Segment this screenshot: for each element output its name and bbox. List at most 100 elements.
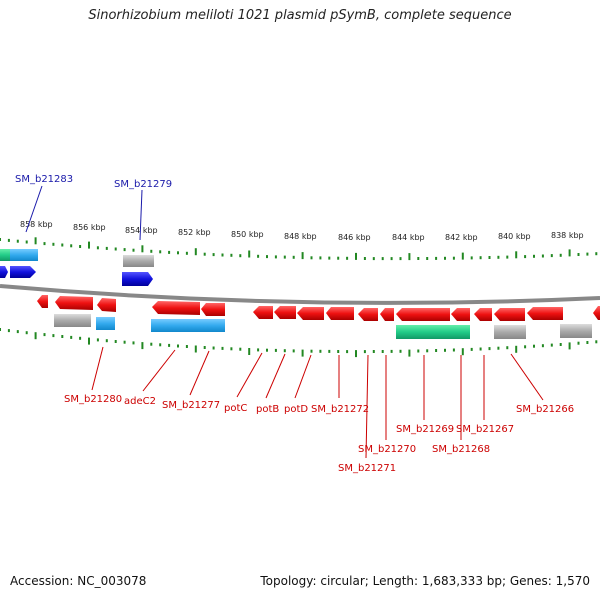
major-tick (515, 345, 518, 353)
minor-tick (274, 348, 277, 352)
gene-feature[interactable] (593, 306, 600, 320)
minor-tick (426, 349, 429, 353)
gene-feature[interactable] (451, 308, 470, 321)
gene-label-top[interactable]: SM_b21283 (15, 174, 73, 185)
gene-label[interactable]: potD (284, 404, 308, 415)
gene-label[interactable]: potB (256, 404, 279, 415)
minor-tick (452, 348, 455, 352)
gene-label[interactable]: SM_b21270 (358, 444, 416, 455)
gene-feature[interactable] (326, 307, 354, 320)
minor-tick (274, 255, 277, 259)
gene-feature-top[interactable] (122, 272, 153, 286)
gene-label[interactable]: adeC2 (124, 396, 156, 407)
minor-tick (114, 340, 117, 343)
gene-feature[interactable] (37, 295, 48, 308)
cds-feature[interactable] (96, 317, 115, 330)
minor-tick (292, 349, 295, 353)
misc-feature[interactable] (560, 324, 592, 338)
gene-label[interactable]: SM_b21266 (516, 404, 574, 415)
gene-label[interactable]: SM_b21277 (162, 400, 220, 411)
gene-feature[interactable] (152, 301, 200, 315)
misc-feature[interactable] (54, 314, 91, 327)
minor-tick (239, 347, 242, 351)
genome-backbone (0, 284, 600, 305)
minor-tick (479, 256, 482, 260)
misc-feature[interactable] (123, 255, 154, 267)
ruler-label: 856 kbp (73, 223, 106, 232)
minor-tick (541, 344, 544, 348)
minor-tick (337, 256, 340, 260)
minor-tick (203, 346, 206, 349)
minor-tick (444, 348, 446, 352)
ruler-label: 854 kbp (125, 226, 158, 235)
minor-tick (328, 349, 331, 353)
gene-feature[interactable] (380, 308, 394, 321)
major-tick (88, 241, 90, 249)
minor-tick (16, 330, 19, 334)
gene-feature[interactable] (358, 308, 378, 321)
minor-tick (346, 350, 349, 354)
gene-feature-top[interactable] (0, 266, 8, 278)
gene-feature[interactable] (55, 296, 93, 310)
gene-feature[interactable] (494, 308, 525, 321)
minor-tick (399, 257, 402, 261)
gene-feature[interactable] (396, 308, 450, 321)
gene-label[interactable]: SM_b21272 (311, 404, 369, 415)
minor-tick (319, 256, 322, 260)
minor-tick (337, 350, 340, 353)
leader-line (236, 352, 263, 398)
gene-label[interactable]: SM_b21271 (338, 463, 396, 474)
leader-line (139, 189, 143, 241)
minor-tick (185, 251, 188, 255)
leader-line (510, 353, 544, 401)
minor-tick (168, 343, 171, 347)
gene-feature[interactable] (274, 306, 296, 319)
minor-tick (586, 341, 589, 344)
minor-tick (230, 347, 233, 351)
gene-label[interactable]: SM_b21267 (456, 424, 514, 435)
minor-tick (533, 344, 535, 348)
minor-tick (0, 238, 1, 241)
minor-tick (25, 331, 28, 335)
rna-feature[interactable] (396, 325, 470, 339)
minor-tick (506, 255, 509, 259)
gene-label[interactable]: potC (224, 403, 247, 414)
gene-feature[interactable] (201, 303, 225, 316)
minor-tick (399, 349, 402, 353)
gene-feature-top[interactable] (10, 266, 36, 278)
minor-tick (524, 345, 527, 349)
gene-feature[interactable] (474, 308, 492, 321)
major-tick (248, 250, 251, 258)
gene-label[interactable]: SM_b21280 (64, 394, 122, 405)
minor-tick (310, 349, 313, 353)
cds-feature[interactable] (151, 319, 225, 332)
gene-feature[interactable] (97, 298, 116, 312)
major-tick (194, 248, 197, 256)
minor-tick (221, 253, 224, 257)
major-tick (355, 252, 357, 260)
major-tick (568, 249, 571, 257)
gene-feature[interactable] (253, 306, 273, 319)
gene-label[interactable]: SM_b21269 (396, 424, 454, 435)
gene-label-top[interactable]: SM_b21279 (114, 179, 172, 190)
minor-tick (0, 328, 1, 331)
gene-feature[interactable] (297, 307, 324, 320)
minor-tick (533, 254, 535, 258)
minor-tick (292, 255, 295, 259)
gene-feature[interactable] (527, 307, 563, 320)
minor-tick (114, 247, 117, 251)
gene-label[interactable]: SM_b21268 (432, 444, 490, 455)
major-tick (141, 245, 144, 253)
minor-tick (559, 343, 562, 346)
misc-feature[interactable] (494, 325, 526, 339)
major-tick (301, 252, 304, 260)
minor-tick (550, 254, 553, 258)
minor-tick (96, 338, 99, 342)
minor-tick (390, 257, 393, 261)
minor-tick (417, 257, 420, 260)
major-tick (34, 237, 37, 245)
rna-feature[interactable] (0, 249, 10, 261)
major-tick (461, 348, 464, 356)
minor-tick (328, 256, 331, 260)
ruler-label: 846 kbp (338, 233, 371, 242)
